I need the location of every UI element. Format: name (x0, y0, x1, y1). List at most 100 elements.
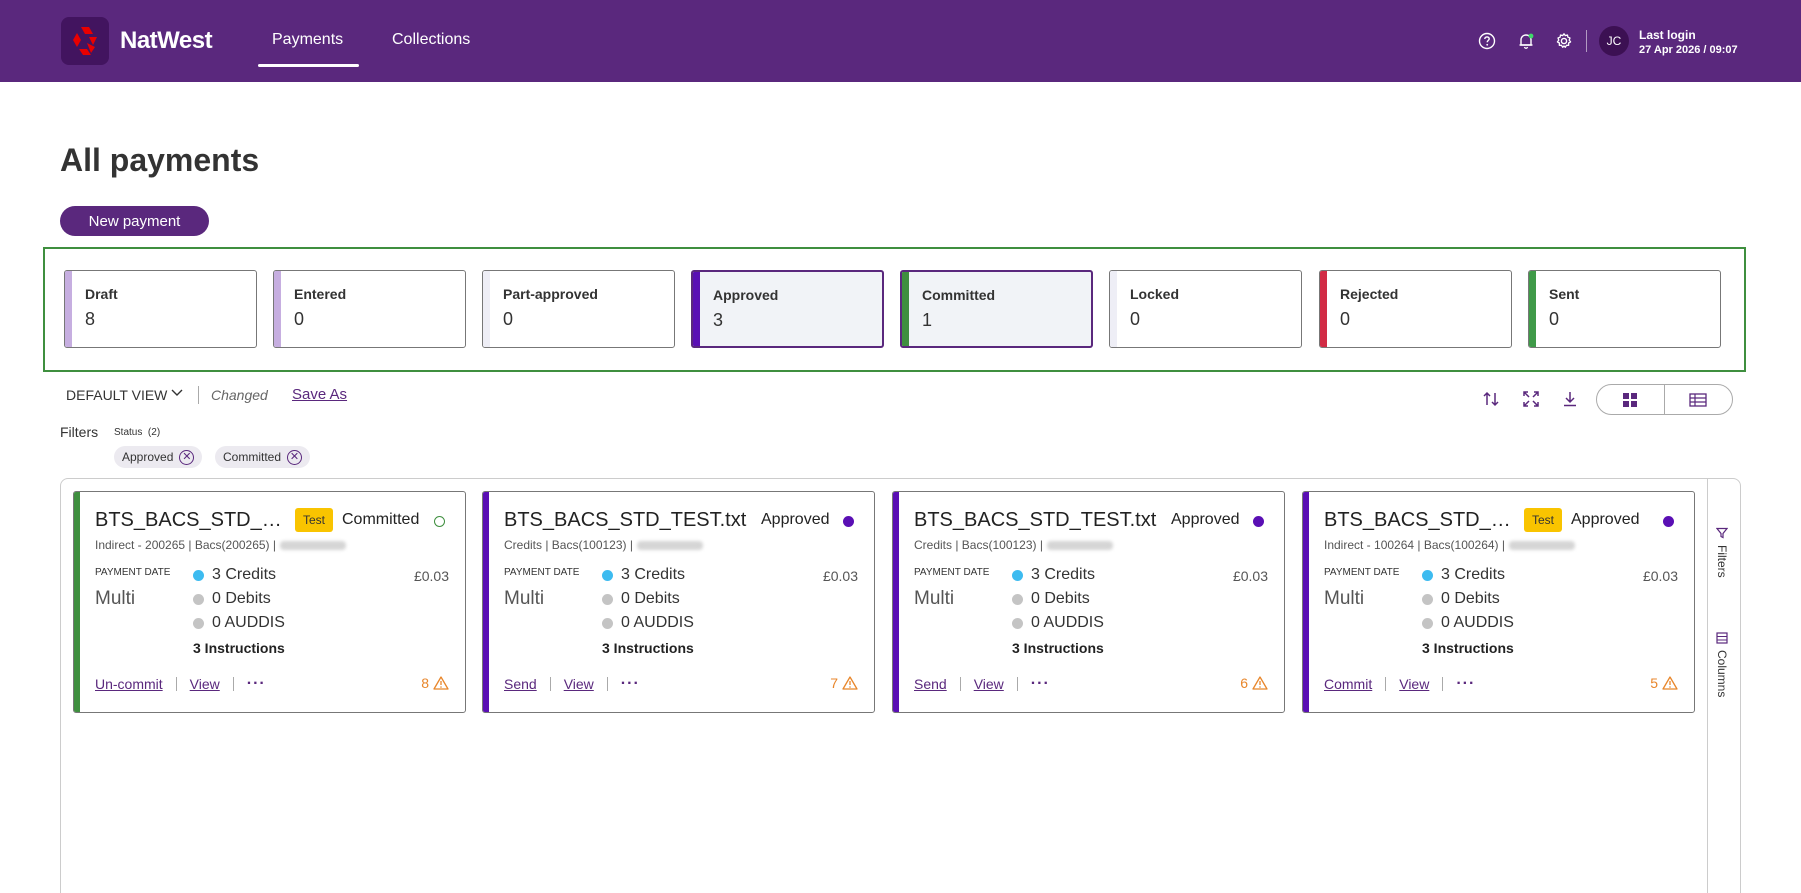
filter-chip-label: Approved (122, 450, 174, 464)
side-columns-button[interactable]: Columns (1715, 632, 1729, 697)
status-card-approved[interactable]: Approved 3 (691, 270, 884, 348)
payment-amount: £0.03 (1642, 568, 1678, 584)
payment-status-bar (893, 492, 899, 712)
debits-dot-icon (1422, 593, 1433, 605)
primary-action-link[interactable]: Send (504, 676, 537, 692)
view-link[interactable]: View (563, 676, 594, 692)
payment-date-value: Multi (914, 588, 955, 609)
payment-subtitle: Credits | Bacs(100123) | (914, 538, 1113, 552)
payment-file-name[interactable]: BTS_BACS_STD_TE... (1324, 509, 1512, 531)
warnings-indicator[interactable]: 6 (1240, 675, 1268, 691)
download-icon[interactable] (1560, 389, 1580, 409)
last-login-label: Last login (1639, 28, 1696, 42)
sort-icon[interactable] (1481, 389, 1501, 409)
warnings-count: 7 (830, 675, 838, 691)
warnings-indicator[interactable]: 8 (421, 675, 449, 691)
credits-row: 3 Credits (1012, 566, 1095, 584)
test-badge: Test (295, 508, 334, 532)
instructions-count: 3 Instructions (1012, 640, 1104, 656)
user-avatar[interactable]: JC (1599, 26, 1629, 56)
credits-dot-icon (1012, 569, 1023, 581)
expand-icon[interactable] (1521, 389, 1541, 409)
status-color-bar (1529, 271, 1536, 347)
tab-payments[interactable]: Payments (272, 31, 344, 48)
status-card-locked[interactable]: Locked 0 (1109, 270, 1302, 348)
view-link[interactable]: View (973, 676, 1004, 692)
grid-view-button[interactable] (1597, 385, 1665, 414)
status-indicator-icon (843, 516, 854, 527)
side-filters-button[interactable]: Filters (1715, 527, 1729, 578)
status-card-label: Rejected (1340, 286, 1399, 302)
tab-collections[interactable]: Collections (392, 31, 471, 48)
filter-group-name: Status (114, 427, 143, 438)
payment-status-label: Committed (342, 511, 420, 528)
payment-file-name[interactable]: BTS_BACS_STD_TEST.txt (914, 509, 1157, 531)
credits-count: 3 Credits (212, 566, 277, 583)
status-card-label: Part-approved (503, 286, 598, 302)
gear-icon[interactable] (1553, 30, 1575, 52)
warnings-indicator[interactable]: 7 (830, 675, 858, 691)
help-icon[interactable] (1476, 30, 1498, 52)
payment-status-bar (1303, 492, 1309, 712)
payment-card[interactable]: BTS_BACS_STD_T... Test Committed Indirect -… (73, 491, 466, 713)
status-card-sent[interactable]: Sent 0 (1528, 270, 1721, 348)
debits-row: 0 Debits (602, 590, 680, 608)
action-divider (1016, 677, 1018, 691)
filter-chip-label: Committed (223, 450, 282, 464)
last-login-date: 27 Apr 2026 / 09:07 (1639, 44, 1738, 56)
more-options-icon[interactable]: ··· (1030, 675, 1050, 692)
grid-icon (1623, 392, 1638, 407)
payment-date-label: PAYMENT DATE (1324, 567, 1400, 578)
payment-file-name[interactable]: BTS_BACS_STD_T... (95, 509, 283, 531)
view-selector[interactable]: DEFAULT VIEW (66, 387, 168, 403)
payment-status-bar (74, 492, 80, 712)
view-link[interactable]: View (189, 676, 220, 692)
action-divider (232, 677, 234, 691)
payment-file-name[interactable]: BTS_BACS_STD_TEST.txt (504, 509, 747, 531)
debits-count: 0 Debits (621, 590, 680, 607)
natwest-logo[interactable] (61, 17, 109, 65)
action-divider (1442, 677, 1444, 691)
save-as-link[interactable]: Save As (292, 386, 348, 403)
status-card-part-approved[interactable]: Part-approved 0 (482, 270, 675, 348)
payment-subtitle: Indirect - 100264 | Bacs(100264) | (1324, 538, 1576, 552)
warnings-indicator[interactable]: 5 (1650, 675, 1678, 691)
payment-account-info: Indirect - 100264 | Bacs(100264) | (1324, 538, 1506, 552)
payment-account-info: Credits | Bacs(100123) | (914, 538, 1043, 552)
status-card-rejected[interactable]: Rejected 0 (1319, 270, 1512, 348)
payment-date-value: Multi (504, 588, 545, 609)
filter-group-count: (2) (147, 427, 161, 438)
remove-filter-icon[interactable]: ✕ (179, 449, 195, 465)
more-options-icon[interactable]: ··· (620, 675, 640, 692)
remove-filter-icon[interactable]: ✕ (287, 449, 303, 465)
more-options-icon[interactable]: ··· (1456, 675, 1476, 692)
bell-icon[interactable] (1515, 30, 1537, 52)
primary-action-link[interactable]: Un-commit (95, 676, 163, 692)
status-card-draft[interactable]: Draft 8 (64, 270, 257, 348)
payments-panel (60, 478, 1741, 893)
payment-amount: £0.03 (822, 568, 858, 584)
primary-action-link[interactable]: Commit (1324, 676, 1373, 692)
warnings-count: 6 (1240, 675, 1248, 691)
status-card-count: 0 (1340, 309, 1351, 329)
payment-card[interactable]: BTS_BACS_STD_TE... Test Approved Indirect -… (1302, 491, 1695, 713)
payment-card[interactable]: BTS_BACS_STD_TEST.txt Approved Credits | B… (482, 491, 875, 713)
view-changed-label: Changed (211, 387, 268, 403)
new-payment-button[interactable]: New payment (60, 206, 209, 236)
payment-card[interactable]: BTS_BACS_STD_TEST.txt Approved Credits | B… (892, 491, 1285, 713)
action-divider (549, 677, 551, 691)
primary-action-link[interactable]: Send (914, 676, 947, 692)
more-options-icon[interactable]: ··· (246, 675, 266, 692)
auddis-row: 0 AUDDIS (1012, 614, 1104, 632)
table-view-button[interactable] (1665, 385, 1733, 414)
page-title: All payments (60, 142, 260, 178)
card-actions: Send View ··· (504, 675, 640, 693)
status-card-count: 8 (85, 309, 96, 329)
chevron-down-icon[interactable] (170, 385, 184, 404)
warning-icon (1252, 676, 1268, 690)
view-link[interactable]: View (1399, 676, 1430, 692)
redacted-name (636, 541, 703, 551)
layout-toggle (1596, 384, 1733, 415)
status-card-committed[interactable]: Committed 1 (900, 270, 1093, 348)
status-card-entered[interactable]: Entered 0 (273, 270, 466, 348)
